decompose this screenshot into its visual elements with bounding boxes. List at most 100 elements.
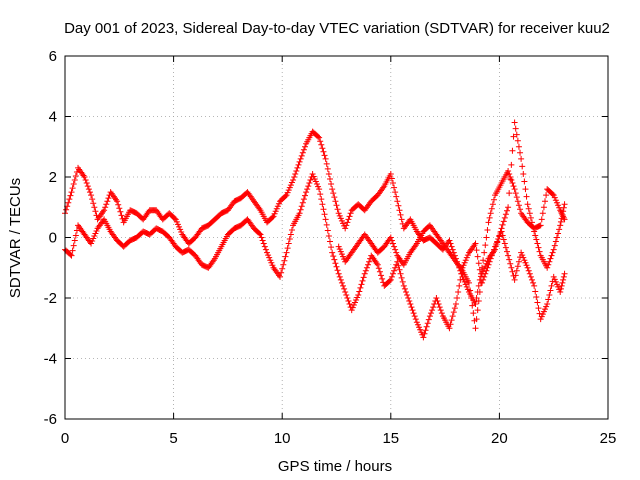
data-point	[269, 214, 276, 221]
data-point	[557, 218, 564, 225]
data-point	[287, 182, 294, 189]
data-point	[387, 170, 394, 177]
data-point	[551, 242, 558, 249]
data-point	[489, 201, 496, 208]
data-point	[294, 164, 301, 171]
data-point	[548, 252, 555, 259]
data-point	[280, 261, 287, 268]
data-point	[474, 253, 481, 260]
data-point	[361, 270, 368, 277]
data-point	[317, 138, 324, 145]
data-point	[526, 210, 533, 217]
data-point	[298, 152, 305, 159]
data-point	[490, 196, 497, 203]
data-point	[81, 174, 88, 180]
data-point	[72, 172, 79, 179]
data-point	[397, 211, 404, 218]
data-point	[315, 183, 322, 190]
data-point	[553, 199, 560, 206]
data-point	[421, 330, 428, 337]
data-point	[392, 246, 399, 253]
data-point	[266, 254, 273, 261]
data-point	[338, 217, 345, 224]
data-point	[313, 181, 320, 188]
data-point	[115, 201, 122, 208]
y-tick-label: -2	[44, 290, 57, 307]
data-point	[378, 272, 385, 279]
data-point	[394, 198, 401, 205]
data-point	[321, 211, 328, 218]
data-point	[515, 202, 522, 209]
data-point	[544, 264, 551, 271]
data-point	[84, 183, 91, 190]
data-point	[319, 145, 326, 152]
data-point	[530, 223, 537, 230]
data-point	[174, 221, 181, 228]
data-point	[505, 252, 512, 259]
data-point	[336, 246, 343, 253]
data-point	[448, 317, 455, 324]
data-point	[470, 310, 477, 317]
data-point	[288, 179, 295, 186]
data-point	[105, 195, 112, 202]
data-point	[257, 231, 264, 238]
data-point	[293, 167, 300, 174]
data-point	[70, 181, 77, 188]
data-point	[514, 198, 521, 205]
data-point	[549, 191, 556, 198]
data-point	[332, 260, 339, 267]
data-point	[279, 265, 286, 272]
data-point	[524, 201, 531, 208]
data-point	[332, 198, 339, 205]
data-point	[362, 267, 369, 274]
data-point	[513, 267, 520, 274]
data-point	[345, 298, 352, 305]
data-point	[357, 284, 364, 291]
data-point	[448, 243, 455, 250]
data-point	[104, 198, 111, 205]
data-point	[540, 308, 547, 315]
data-point	[429, 307, 436, 314]
data-point	[305, 183, 312, 190]
data-point	[517, 206, 524, 213]
data-point	[465, 279, 472, 286]
data-point	[396, 207, 403, 214]
data-point	[343, 291, 350, 298]
data-point	[511, 186, 518, 193]
data-point	[358, 281, 365, 288]
data-point	[306, 180, 313, 187]
data-point	[336, 212, 343, 219]
data-point	[316, 186, 323, 193]
data-point	[176, 223, 183, 230]
data-point	[477, 279, 484, 286]
data-point	[487, 210, 494, 217]
data-point	[561, 216, 568, 223]
data-point	[481, 273, 488, 280]
data-point	[344, 295, 351, 301]
data-point	[528, 276, 535, 283]
y-tick-label: 4	[49, 109, 57, 126]
data-point	[446, 325, 453, 332]
data-point	[449, 246, 456, 253]
data-point	[335, 210, 342, 217]
data-point	[426, 313, 433, 320]
data-point	[477, 273, 484, 280]
data-point	[492, 246, 499, 253]
data-point	[66, 196, 73, 203]
data-point	[513, 194, 520, 201]
data-point	[412, 316, 419, 323]
data-point	[336, 273, 343, 280]
data-point	[322, 155, 329, 162]
data-point	[473, 295, 480, 301]
data-point	[560, 204, 567, 211]
data-point	[446, 237, 453, 244]
data-point	[560, 208, 567, 215]
data-point	[414, 321, 421, 328]
data-point	[507, 260, 514, 267]
x-tick-label: 10	[274, 430, 291, 447]
data-point	[388, 175, 395, 182]
data-point	[281, 257, 288, 264]
data-point	[101, 207, 108, 214]
data-point	[536, 248, 543, 255]
data-point	[452, 301, 459, 308]
